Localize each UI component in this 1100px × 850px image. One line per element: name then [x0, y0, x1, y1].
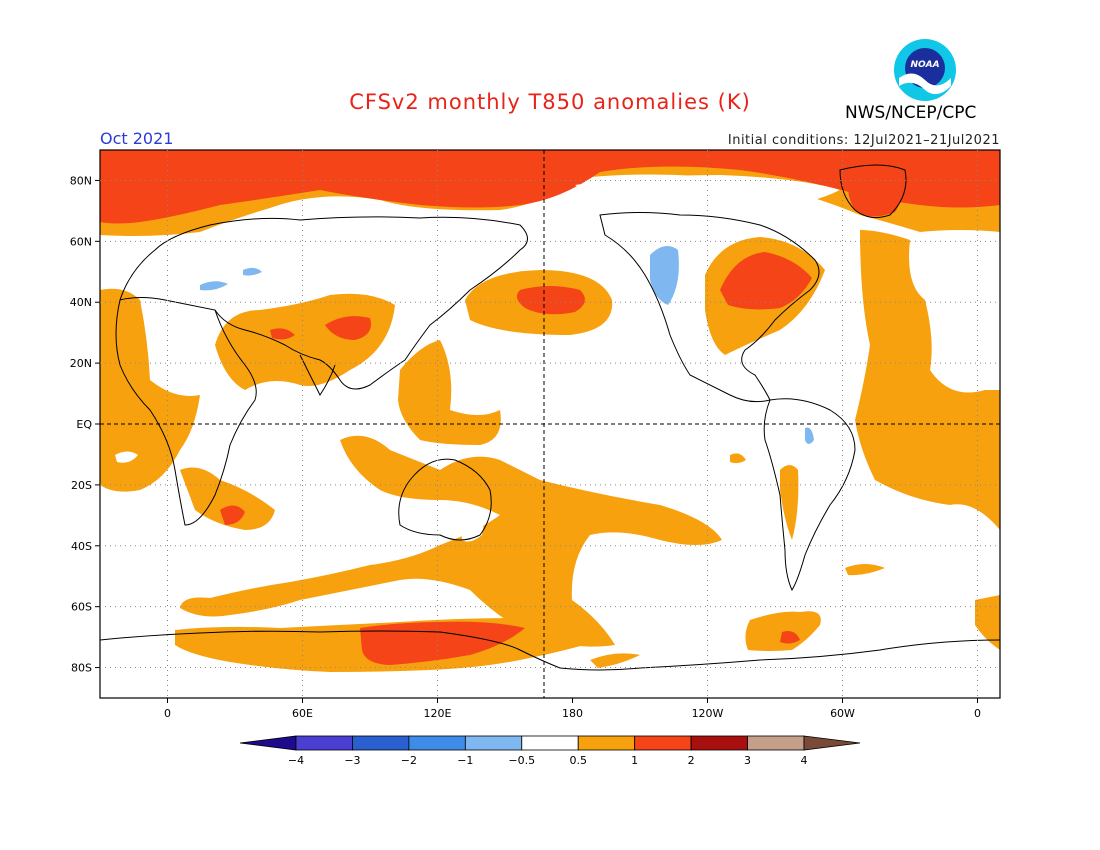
lon-label: 0: [164, 707, 171, 720]
colorbar-label: −2: [401, 754, 417, 767]
colorbar-label: −4: [288, 754, 304, 767]
lat-label: 40S: [71, 540, 92, 553]
lat-label: 20N: [70, 357, 92, 370]
lon-label: 60W: [830, 707, 855, 720]
lon-label: 60E: [292, 707, 313, 720]
colorbar-label: 0.5: [569, 754, 587, 767]
lon-label: 120W: [692, 707, 724, 720]
lat-label: 80N: [70, 174, 92, 187]
colorbar-swatch: [690, 735, 748, 751]
noaa-logo: NOAA: [894, 39, 956, 101]
colorbar-swatch: [352, 735, 410, 751]
colorbar-label: −1: [457, 754, 473, 767]
lat-label: 20S: [71, 479, 92, 492]
coastlines: [100, 164, 1000, 671]
colorbar-label: 3: [744, 754, 751, 767]
forecast-month: Oct 2021: [100, 129, 174, 148]
lat-label: 40N: [70, 296, 92, 309]
lat-label: 80S: [71, 662, 92, 675]
colorbar-min-arrow: [239, 735, 297, 751]
anomaly-fields: [100, 150, 1000, 672]
latitude-labels: 80N 60N 40N 20N EQ 20S 40S 60S 80S: [70, 174, 93, 674]
colorbar-label: −3: [344, 754, 360, 767]
lat-label: EQ: [76, 418, 92, 431]
lon-label: 0: [974, 707, 981, 720]
noaa-logo-text: NOAA: [910, 60, 939, 70]
initial-conditions: Initial conditions: 12Jul2021–21Jul2021: [727, 133, 1000, 148]
lon-label: 180: [562, 707, 583, 720]
colorbar-max-arrow: [803, 735, 861, 751]
colorbar-swatch: [634, 735, 692, 751]
map-title: CFSv2 monthly T850 anomalies (K): [349, 90, 751, 114]
colorbar-swatch: [408, 735, 466, 751]
colorbar: −4 −3 −2 −1 −0.5 0.5 1 2 3 4: [239, 735, 861, 767]
colorbar-label: 4: [801, 754, 808, 767]
colorbar-swatch: [464, 735, 523, 751]
graticule: [95, 150, 1000, 703]
longitude-labels: 0 60E 120E 180 120W 60W 0: [164, 707, 981, 720]
colorbar-swatch: [521, 735, 579, 751]
colorbar-label: 1: [631, 754, 638, 767]
agency-label: NWS/NCEP/CPC: [845, 103, 977, 123]
colorbar-label: 2: [688, 754, 695, 767]
colorbar-swatch: [747, 735, 805, 751]
colorbar-label: −0.5: [508, 754, 535, 767]
lon-label: 120E: [424, 707, 452, 720]
colorbar-swatch: [295, 735, 353, 751]
colorbar-swatch: [577, 735, 636, 751]
lat-label: 60N: [70, 235, 92, 248]
lat-label: 60S: [71, 601, 92, 614]
